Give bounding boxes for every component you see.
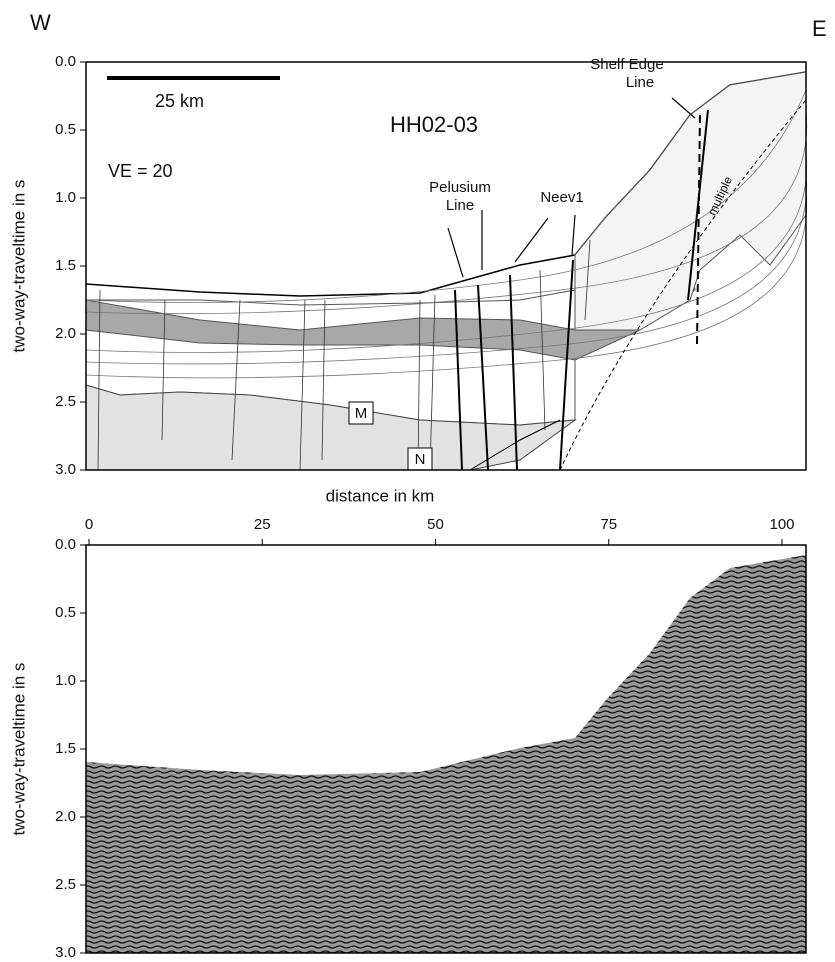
interpretation <box>85 71 808 471</box>
y-tick-label: 0.0 <box>55 536 76 553</box>
neev-label: Neev1 <box>540 189 583 206</box>
east-label: E <box>812 16 827 41</box>
shelf-edge-label: Line <box>626 74 654 91</box>
pelusium-label: Pelusium <box>429 179 491 196</box>
y-tick-label: 1.5 <box>55 740 76 757</box>
y-tick-label: 3.0 <box>55 944 76 961</box>
y-axis-title: two-way-traveltime in s <box>9 663 28 836</box>
y-tick-label: 3.0 <box>55 461 76 478</box>
y-tick-label: 2.0 <box>55 808 76 825</box>
y-tick-label: 1.5 <box>55 257 76 274</box>
y-tick-label: 0.0 <box>55 53 76 70</box>
y-tick-label: 2.5 <box>55 876 76 893</box>
scale-bar-label: 25 km <box>155 91 204 111</box>
x-tick-label: 25 <box>254 516 271 533</box>
x-tick-label: 100 <box>769 516 794 533</box>
y-tick-label: 1.0 <box>55 189 76 206</box>
x-axis-title: distance in km <box>326 486 435 505</box>
x-tick-label: 75 <box>600 516 617 533</box>
unit-n: N <box>415 451 426 468</box>
seismic-section <box>86 555 806 953</box>
y-axis-title: two-way-traveltime in s <box>9 180 28 353</box>
west-label: W <box>30 10 51 35</box>
pelusium-label: Line <box>446 197 474 214</box>
shelf-edge-label: Shelf Edge <box>590 56 663 73</box>
y-tick-label: 0.5 <box>55 604 76 621</box>
x-tick-label: 0 <box>85 516 93 533</box>
profile-name: HH02-03 <box>390 112 478 137</box>
y-tick-label: 1.0 <box>55 672 76 689</box>
y-tick-label: 2.5 <box>55 393 76 410</box>
x-tick-label: 50 <box>427 516 444 533</box>
unit-m: M <box>355 405 368 422</box>
y-tick-label: 0.5 <box>55 121 76 138</box>
y-tick-label: 2.0 <box>55 325 76 342</box>
ve-label: VE = 20 <box>108 161 173 181</box>
